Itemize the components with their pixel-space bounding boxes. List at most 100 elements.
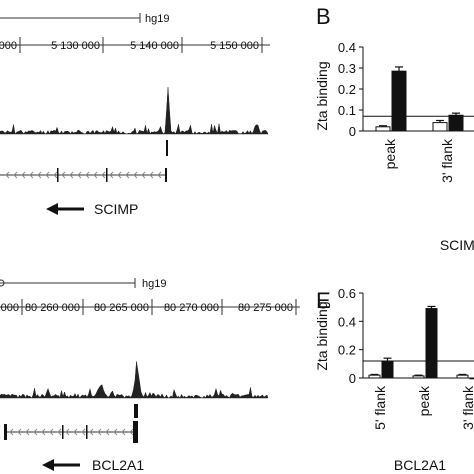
x-tick-label: 5' flank <box>372 385 388 430</box>
bar <box>375 126 391 132</box>
bar <box>412 375 425 379</box>
gene-model <box>0 140 168 182</box>
exon <box>4 424 7 440</box>
signal-area <box>0 361 269 399</box>
strand-chevron <box>101 171 106 179</box>
y-tick-label: 0.1 <box>338 103 356 118</box>
strand-chevron <box>49 428 54 436</box>
signal-track <box>0 87 269 135</box>
y-tick-label: 0 <box>349 371 356 386</box>
ruler-tick-label: 80 265 000 <box>94 302 149 314</box>
strand-chevron <box>81 428 86 436</box>
strand-chevron <box>61 171 66 179</box>
strand-chevron <box>117 171 122 179</box>
strand-chevron <box>121 428 126 436</box>
strand-chevron <box>97 428 102 436</box>
bar <box>448 114 464 132</box>
ruler-tick-label: 5 150 000 <box>210 40 259 52</box>
coordinate-ruler: 000 80 260 000 80 265 000 80 270 000 80 275 … <box>0 299 300 315</box>
y-tick-label: 0.2 <box>338 82 356 97</box>
exon <box>166 140 168 156</box>
y-tick-label: 0.4 <box>338 40 356 55</box>
strand-chevron <box>53 171 58 179</box>
strand-chevron <box>157 171 162 179</box>
x-tick-label: 3' flank <box>460 385 474 430</box>
strand-chevron <box>89 428 94 436</box>
bar <box>425 308 438 379</box>
strand-chevron <box>125 171 130 179</box>
strand-chevron <box>33 428 38 436</box>
bar <box>469 377 474 380</box>
y-tick-label: 0 <box>349 124 356 139</box>
strand-chevron <box>129 428 134 436</box>
gene-direction-arrow <box>46 203 84 215</box>
gene-direction-arrow <box>42 459 80 471</box>
strand-chevron <box>5 171 10 179</box>
y-tick-label: 0.3 <box>338 61 356 76</box>
strand-chevron <box>57 428 62 436</box>
signal-track <box>0 361 269 399</box>
bar <box>381 360 394 379</box>
bar <box>432 122 448 132</box>
strand-chevron <box>85 171 90 179</box>
assembly-label: hg19 <box>145 13 169 25</box>
strand-chevron <box>25 428 30 436</box>
strand-chevron <box>69 171 74 179</box>
strand-chevron <box>21 171 26 179</box>
bar <box>456 374 469 379</box>
gene-name: SCIMP <box>94 201 138 217</box>
exon <box>62 425 64 439</box>
bars: 0 0.1 0.2 0.3 0.4 peak 3' flank <box>338 40 474 183</box>
y-axis-label: Zta binding <box>314 301 330 370</box>
scale-bar-start <box>0 279 5 287</box>
y-tick-label: 0.6 <box>338 286 356 301</box>
panel-label: E <box>316 288 331 313</box>
exon <box>86 425 88 439</box>
x-tick-label: 3' flank <box>439 138 455 183</box>
strand-chevron <box>113 428 118 436</box>
x-axis-label: SCIMP <box>440 237 474 253</box>
x-tick-label: peak <box>382 138 398 169</box>
strand-chevron <box>9 428 14 436</box>
browser-track-top: hg19 000 5 130 000 5 140 000 5 150 000 SCIM… <box>0 13 270 217</box>
ruler-tick-label: 000 <box>1 302 19 314</box>
ruler-tick-label: 80 260 000 <box>25 302 80 314</box>
ruler-tick-label: 80 275 000 <box>238 302 293 314</box>
x-axis-label: BCL2A1 <box>394 457 446 473</box>
coordinate-ruler: 000 5 130 000 5 140 000 5 150 000 <box>0 37 270 53</box>
strand-chevron <box>133 171 138 179</box>
strand-chevron <box>17 428 22 436</box>
y-tick-label: 0.4 <box>338 314 356 329</box>
bar-chart-e: E Zta binding 0 0.2 0.4 0.6 5' flank peak 3' f… <box>314 286 474 473</box>
ruler-tick-label: 5 130 000 <box>51 40 100 52</box>
strand-chevron <box>141 171 146 179</box>
signal-area <box>0 87 269 135</box>
ruler-tick-label: 5 140 000 <box>130 40 179 52</box>
bars: 0 0.2 0.4 0.6 5' flank peak 3' flank <box>338 286 474 430</box>
exon <box>57 168 59 182</box>
strand-chevron <box>105 428 110 436</box>
strand-chevron <box>37 171 42 179</box>
strand-chevron <box>41 428 46 436</box>
strand-chevron <box>149 171 154 179</box>
browser-track-bottom: hg19 000 80 260 000 80 265 000 80 270 000 80… <box>0 278 300 473</box>
gene-name: BCL2A1 <box>92 457 144 473</box>
gene-model <box>4 404 138 443</box>
bar <box>368 374 381 379</box>
x-tick-label: peak <box>416 385 432 416</box>
strand-chevron <box>65 428 70 436</box>
strand-chevron <box>13 171 18 179</box>
ruler-tick-label: 80 270 000 <box>164 302 219 314</box>
assembly-label: hg19 <box>142 278 166 290</box>
panel-label: B <box>316 4 331 29</box>
strand-chevron <box>77 171 82 179</box>
exon <box>165 168 167 182</box>
strand-chevron <box>45 171 50 179</box>
exon <box>133 421 138 443</box>
strand-chevron <box>109 171 114 179</box>
exon <box>106 168 108 182</box>
y-tick-label: 0.2 <box>338 343 356 358</box>
ruler-tick-label: 000 <box>0 40 17 52</box>
